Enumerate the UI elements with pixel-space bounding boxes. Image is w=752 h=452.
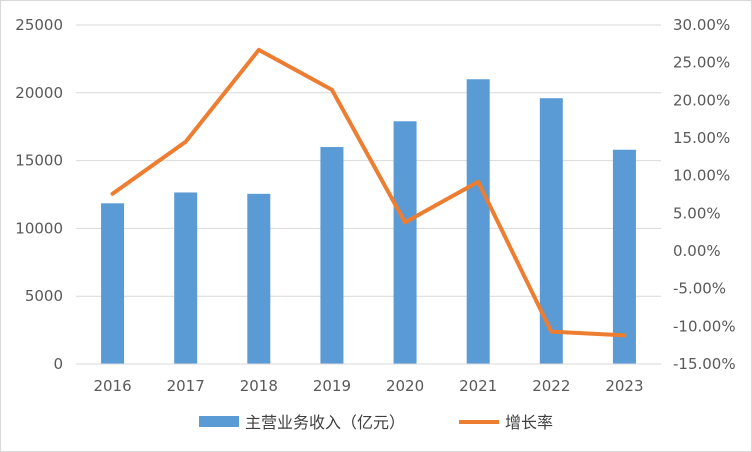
- bar: [393, 121, 417, 364]
- left-tick-label: 15000: [15, 152, 63, 170]
- x-tick-label: 2018: [240, 377, 278, 395]
- right-tick-label: -15.00%: [673, 355, 736, 373]
- bar: [247, 193, 271, 364]
- right-tick-label: 5.00%: [673, 204, 721, 222]
- gridlines: [76, 24, 661, 297]
- bar: [466, 79, 490, 365]
- right-tick-label: -10.00%: [673, 317, 736, 335]
- bar-series: [101, 79, 636, 365]
- left-tick-label: 25000: [15, 16, 63, 34]
- x-tick-label: 2023: [605, 377, 643, 395]
- left-tick-label: 20000: [15, 84, 63, 102]
- bar: [320, 147, 344, 364]
- left-axis-ticks: 0 5000 10000 15000 20000 25000: [15, 16, 63, 373]
- right-tick-label: 0.00%: [673, 242, 721, 260]
- right-tick-label: 30.00%: [673, 16, 730, 34]
- bar: [539, 98, 563, 364]
- growth-line: [110, 47, 627, 338]
- line-series: [110, 47, 627, 338]
- bar: [101, 203, 125, 364]
- right-tick-label: 15.00%: [673, 129, 730, 147]
- left-tick-label: 0: [53, 355, 63, 373]
- left-tick-label: 10000: [15, 219, 63, 237]
- bar: [174, 192, 198, 364]
- right-axis-ticks: -15.00% -10.00% -5.00% 0.00% 5.00% 10.00% 15.0…: [673, 16, 736, 373]
- legend: 主营业务收入（亿元） 增长率: [199, 413, 553, 432]
- x-tick-label: 2022: [532, 377, 570, 395]
- legend-label-revenue: 主营业务收入（亿元）: [245, 413, 405, 432]
- legend-label-growth: 增长率: [505, 413, 553, 432]
- right-tick-label: -5.00%: [673, 280, 726, 298]
- x-tick-label: 2019: [313, 377, 351, 395]
- x-axis-ticks: 2016 2017 2018 2019 2020 2021 2022 2023: [93, 377, 643, 395]
- legend-swatch-bar: [199, 416, 239, 427]
- x-tick-label: 2017: [167, 377, 205, 395]
- x-tick-label: 2020: [386, 377, 424, 395]
- left-tick-label: 5000: [25, 287, 63, 305]
- right-tick-label: 20.00%: [673, 91, 730, 109]
- right-tick-label: 10.00%: [673, 167, 730, 185]
- bar: [612, 149, 636, 364]
- x-tick-label: 2016: [93, 377, 131, 395]
- right-tick-label: 25.00%: [673, 54, 730, 72]
- x-tick-label: 2021: [459, 377, 497, 395]
